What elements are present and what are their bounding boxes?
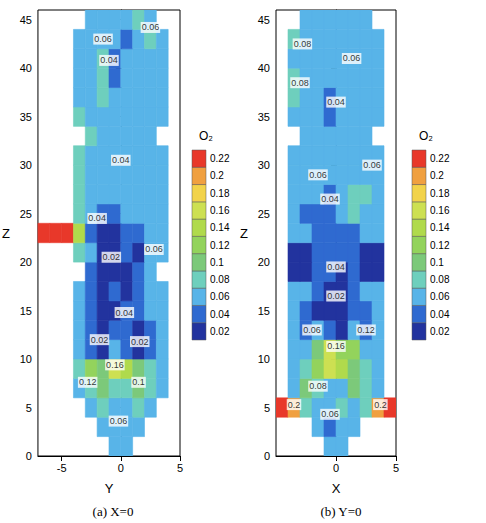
svg-text:35: 35 [20, 111, 32, 123]
svg-text:0.06: 0.06 [145, 244, 163, 254]
svg-text:0.04: 0.04 [327, 262, 345, 272]
svg-text:0.14: 0.14 [430, 222, 450, 233]
svg-text:0.04: 0.04 [88, 213, 106, 223]
svg-text:0.1: 0.1 [132, 377, 145, 387]
svg-text:0.1: 0.1 [430, 257, 444, 268]
svg-text:(b) Y=0: (b) Y=0 [320, 504, 361, 519]
svg-text:0.08: 0.08 [210, 274, 230, 285]
svg-text:10: 10 [20, 353, 32, 365]
svg-text:0.22: 0.22 [430, 153, 450, 164]
svg-text:5: 5 [264, 402, 270, 414]
svg-text:0: 0 [118, 462, 124, 474]
svg-text:0.06: 0.06 [430, 291, 450, 302]
svg-text:20: 20 [20, 256, 32, 268]
svg-text:0.02: 0.02 [327, 291, 345, 301]
svg-text:0.06: 0.06 [321, 409, 339, 419]
svg-text:0.12: 0.12 [79, 377, 97, 387]
svg-text:0.1: 0.1 [210, 257, 224, 268]
svg-text:15: 15 [258, 305, 270, 317]
svg-text:0.06: 0.06 [210, 291, 230, 302]
svg-text:45: 45 [20, 14, 32, 26]
svg-text:0.06: 0.06 [309, 170, 327, 180]
svg-text:0.2: 0.2 [430, 170, 444, 181]
svg-text:0.12: 0.12 [357, 325, 375, 335]
svg-text:0.04: 0.04 [321, 194, 339, 204]
svg-text:0.02: 0.02 [91, 335, 109, 345]
svg-text:30: 30 [20, 159, 32, 171]
svg-text:O₂: O₂ [199, 129, 213, 143]
svg-text:40: 40 [258, 62, 270, 74]
svg-text:O₂: O₂ [419, 129, 433, 143]
svg-text:0.06: 0.06 [94, 34, 112, 44]
svg-text:0.16: 0.16 [327, 341, 345, 351]
svg-text:0.06: 0.06 [363, 160, 381, 170]
svg-text:Z: Z [2, 226, 10, 241]
svg-text:-5: -5 [57, 462, 67, 474]
svg-text:0.02: 0.02 [103, 252, 121, 262]
svg-text:25: 25 [258, 208, 270, 220]
svg-text:45: 45 [258, 14, 270, 26]
svg-text:5: 5 [177, 462, 183, 474]
svg-text:25: 25 [20, 208, 32, 220]
svg-text:40: 40 [20, 62, 32, 74]
svg-text:0.16: 0.16 [430, 205, 450, 216]
svg-text:20: 20 [258, 256, 270, 268]
svg-text:0.18: 0.18 [210, 188, 230, 199]
svg-text:0.04: 0.04 [327, 97, 345, 107]
svg-text:0.2: 0.2 [374, 400, 387, 410]
svg-text:Z: Z [240, 226, 248, 241]
svg-text:0.06: 0.06 [110, 416, 128, 426]
svg-text:35: 35 [258, 111, 270, 123]
svg-text:0.16: 0.16 [106, 360, 124, 370]
svg-text:0.2: 0.2 [210, 170, 224, 181]
svg-text:0.08: 0.08 [294, 39, 312, 49]
svg-text:0.08: 0.08 [309, 381, 327, 391]
svg-text:15: 15 [20, 305, 32, 317]
svg-text:0.2: 0.2 [288, 400, 301, 410]
svg-text:10: 10 [258, 353, 270, 365]
svg-text:0.02: 0.02 [430, 326, 450, 337]
svg-text:5: 5 [26, 402, 32, 414]
svg-text:0: 0 [264, 450, 270, 462]
svg-text:0.22: 0.22 [210, 153, 230, 164]
svg-text:30: 30 [258, 159, 270, 171]
svg-text:5: 5 [393, 462, 399, 474]
svg-text:0.06: 0.06 [303, 325, 321, 335]
svg-text:0.02: 0.02 [210, 326, 230, 337]
svg-text:0.04: 0.04 [100, 55, 118, 65]
svg-text:0.04: 0.04 [116, 308, 134, 318]
svg-text:0: 0 [333, 462, 339, 474]
svg-text:0.18: 0.18 [430, 188, 450, 199]
svg-text:0.12: 0.12 [210, 240, 230, 251]
svg-text:0.04: 0.04 [430, 309, 450, 320]
svg-text:Y: Y [105, 481, 114, 496]
svg-text:(a) X=0: (a) X=0 [93, 504, 134, 519]
svg-text:0.06: 0.06 [343, 53, 361, 63]
svg-text:0: 0 [26, 450, 32, 462]
svg-text:0.12: 0.12 [430, 240, 450, 251]
svg-text:0.08: 0.08 [291, 78, 309, 88]
svg-text:X: X [332, 481, 341, 496]
svg-text:0.16: 0.16 [210, 205, 230, 216]
svg-text:0.14: 0.14 [210, 222, 230, 233]
svg-text:0.06: 0.06 [142, 22, 160, 32]
svg-text:0.02: 0.02 [131, 337, 149, 347]
svg-text:0.04: 0.04 [210, 309, 230, 320]
svg-text:0.08: 0.08 [430, 274, 450, 285]
svg-text:0.04: 0.04 [112, 155, 130, 165]
